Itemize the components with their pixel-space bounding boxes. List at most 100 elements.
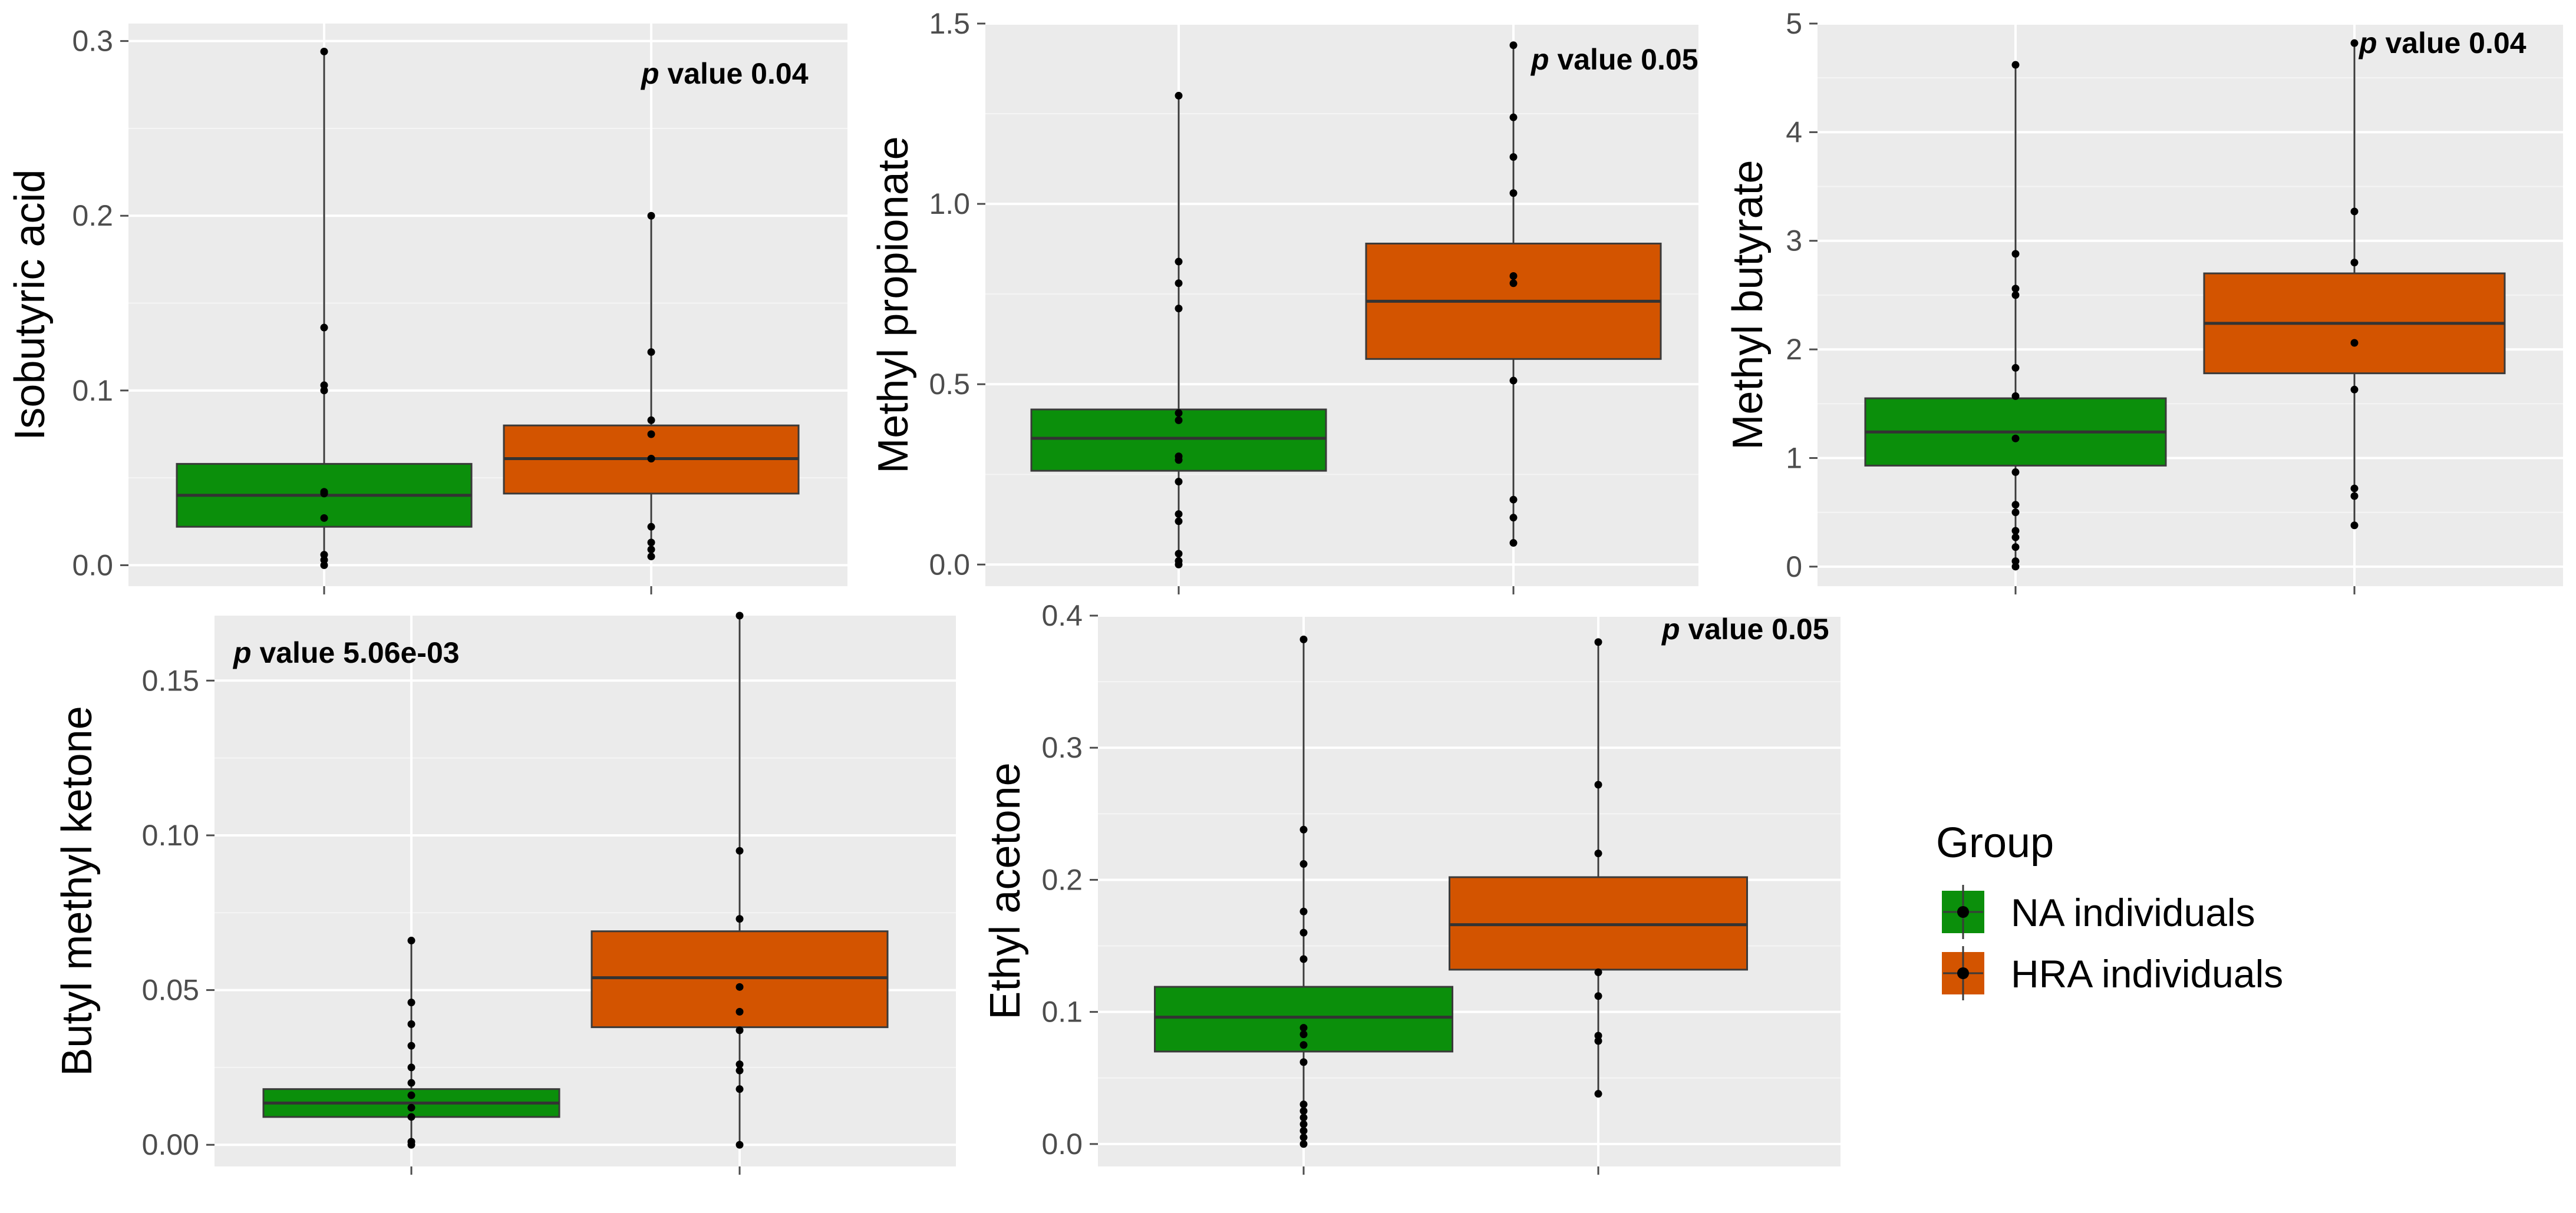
data-point bbox=[320, 47, 328, 55]
box-na bbox=[1030, 91, 1327, 569]
data-point bbox=[1509, 189, 1518, 197]
data-point bbox=[1594, 638, 1602, 646]
y-axis-title: Ethyl acetone bbox=[982, 762, 1029, 1019]
y-tick-label: 0.0 bbox=[929, 548, 970, 581]
legend-label-na: NA individuals bbox=[2011, 891, 2255, 934]
p-symbol: p bbox=[640, 57, 659, 90]
data-point bbox=[2011, 557, 2020, 566]
box-hra bbox=[2203, 39, 2506, 530]
data-point bbox=[320, 561, 328, 569]
data-point bbox=[1509, 539, 1518, 547]
data-point bbox=[2011, 468, 2020, 476]
y-tick-label: 1.0 bbox=[929, 187, 970, 220]
data-point bbox=[647, 546, 655, 554]
data-point bbox=[1299, 1113, 1308, 1122]
data-point bbox=[2350, 259, 2359, 267]
data-point bbox=[2350, 521, 2359, 530]
data-point bbox=[647, 523, 655, 531]
data-point bbox=[1175, 409, 1183, 417]
y-tick-label: 0.1 bbox=[72, 374, 113, 407]
data-point bbox=[1299, 1126, 1308, 1135]
data-point bbox=[1299, 1024, 1308, 1032]
legend-key-point bbox=[1957, 906, 1969, 918]
data-point bbox=[2350, 207, 2359, 216]
data-point bbox=[1175, 305, 1183, 313]
data-point bbox=[2011, 392, 2020, 400]
data-point bbox=[1509, 113, 1518, 121]
data-point bbox=[407, 1042, 415, 1050]
data-point bbox=[320, 386, 328, 395]
data-point bbox=[320, 551, 328, 559]
legend: Group NA individuals HRA individuals bbox=[1936, 819, 2283, 1000]
data-point bbox=[407, 1020, 415, 1028]
box-na bbox=[1864, 61, 2167, 571]
data-point bbox=[407, 1091, 415, 1099]
y-tick-label: 1.5 bbox=[929, 7, 970, 40]
data-point bbox=[2011, 61, 2020, 69]
data-point bbox=[2011, 543, 2020, 551]
data-point bbox=[320, 556, 328, 564]
y-tick-label: 0.0 bbox=[1041, 1128, 1083, 1161]
data-point bbox=[1509, 495, 1518, 504]
data-point bbox=[1175, 452, 1183, 461]
p-symbol: p bbox=[1530, 43, 1549, 76]
data-point bbox=[735, 1066, 744, 1075]
y-tick-label: 0.4 bbox=[1041, 599, 1083, 632]
data-point bbox=[647, 211, 655, 220]
data-point bbox=[1175, 550, 1183, 558]
data-point bbox=[1299, 1030, 1308, 1039]
data-point bbox=[1299, 907, 1308, 915]
box-body bbox=[591, 930, 889, 1029]
data-point bbox=[1299, 1140, 1308, 1148]
y-tick-label: 0.15 bbox=[142, 664, 199, 697]
data-point bbox=[1299, 928, 1308, 937]
data-point bbox=[647, 538, 655, 547]
data-point bbox=[647, 553, 655, 561]
panel-2: 0.0 0.5 1.0 1.5 Methyl propionate p value 0.0… bbox=[870, 7, 1698, 594]
p-symbol: p bbox=[2358, 27, 2377, 60]
panel-3: 0 1 2 3 4 5 Methyl butyrate p value 0.04 bbox=[1724, 7, 2563, 594]
data-point bbox=[1175, 257, 1183, 266]
data-point bbox=[1175, 517, 1183, 525]
p-value-text: value 0.04 bbox=[659, 57, 809, 90]
y-tick-label: 0.05 bbox=[142, 974, 199, 1007]
legend-label-hra: HRA individuals bbox=[2011, 952, 2283, 996]
data-point bbox=[320, 514, 328, 522]
data-point bbox=[320, 488, 328, 496]
data-point bbox=[1509, 153, 1518, 161]
y-axis-title: Butyl methyl ketone bbox=[54, 706, 101, 1076]
y-tick-label: 0.00 bbox=[142, 1128, 199, 1161]
data-point bbox=[735, 915, 744, 923]
panel-5: 0.0 0.1 0.2 0.3 0.4 Ethyl acetone p value 0.05 bbox=[982, 599, 1841, 1175]
y-tick-label: 0.3 bbox=[72, 25, 113, 58]
data-point bbox=[735, 612, 744, 620]
box-na bbox=[262, 937, 560, 1149]
data-point bbox=[647, 430, 655, 438]
data-point bbox=[1594, 781, 1602, 789]
y-tick-label: 2 bbox=[1786, 333, 1802, 366]
data-point bbox=[1509, 514, 1518, 522]
data-point bbox=[320, 381, 328, 389]
data-point bbox=[735, 1007, 744, 1016]
y-tick-label: 5 bbox=[1786, 7, 1802, 40]
data-point bbox=[735, 1026, 744, 1034]
data-point bbox=[2011, 434, 2020, 442]
data-point bbox=[1299, 1133, 1308, 1142]
data-point bbox=[1175, 510, 1183, 518]
data-point bbox=[1175, 279, 1183, 287]
data-point bbox=[2011, 285, 2020, 293]
data-point bbox=[1594, 992, 1602, 1000]
y-tick-label: 0.0 bbox=[72, 548, 113, 581]
p-value-text: value 5.06e-03 bbox=[252, 636, 460, 669]
data-point bbox=[647, 348, 655, 356]
data-point bbox=[407, 1079, 415, 1087]
legend-key-point bbox=[1957, 967, 1969, 979]
data-point bbox=[407, 937, 415, 945]
data-point bbox=[2350, 339, 2359, 347]
data-point bbox=[1594, 1032, 1602, 1040]
p-value-text: value 0.05 bbox=[1680, 613, 1829, 646]
box-hra bbox=[1449, 638, 1748, 1098]
data-point bbox=[647, 416, 655, 424]
data-point bbox=[2350, 484, 2359, 493]
